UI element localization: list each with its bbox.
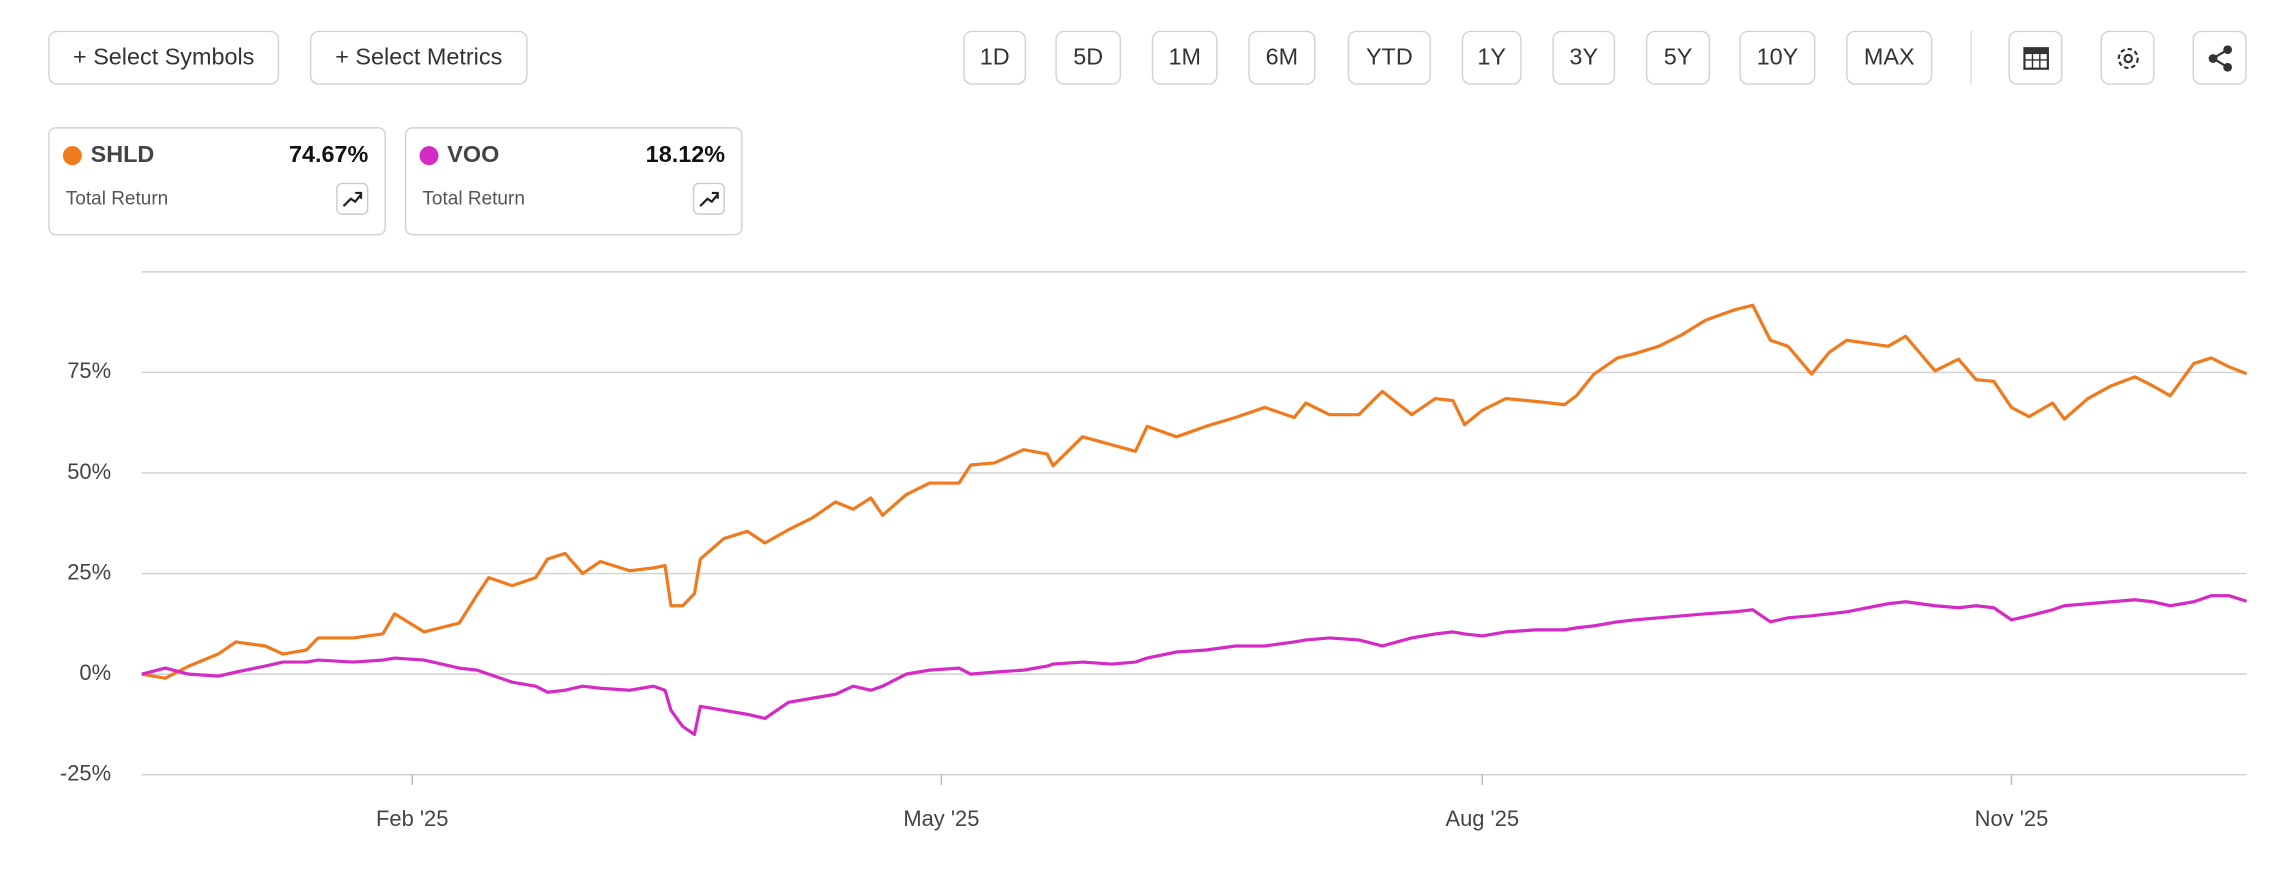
range-button[interactable]: 3Y (1552, 30, 1616, 85)
series-line (141, 594, 2248, 737)
y-tick-label: -25% (60, 760, 111, 785)
chart-toggle[interactable] (692, 182, 726, 215)
trend-icon (699, 191, 719, 207)
x-tick-label: Nov '25 (1975, 806, 2049, 831)
legend-swatch (62, 146, 82, 166)
metric-label: Total Return (422, 187, 525, 210)
range-button[interactable]: 1D (963, 30, 1027, 85)
trend-icon (342, 191, 363, 207)
y-tick-label: 50% (67, 459, 111, 484)
select-metrics-button[interactable]: + Select Metrics (309, 30, 528, 85)
series-line (141, 303, 2248, 680)
metric-label: Total Return (65, 187, 169, 210)
table-icon (2022, 46, 2049, 70)
settings-icon (2116, 47, 2139, 69)
table-button[interactable] (2008, 30, 2063, 85)
legend-name: VOO (447, 143, 500, 169)
chart-toggle[interactable] (336, 182, 369, 215)
range-button[interactable]: 1Y (1461, 30, 1522, 85)
y-tick-label: 0% (79, 660, 111, 685)
legend-card[interactable]: VOO 18.12% Total Return (404, 127, 743, 236)
range-button[interactable]: 5D (1055, 30, 1122, 85)
y-tick-label: 25% (67, 559, 111, 584)
range-button[interactable]: 10Y (1739, 30, 1816, 85)
legend-name: SHLD (90, 143, 155, 169)
range-button[interactable]: 1M (1151, 30, 1218, 85)
share-icon (2207, 44, 2232, 71)
total-return-value: 18.12% (645, 143, 726, 169)
range-button[interactable]: 6M (1248, 30, 1316, 85)
y-tick-label: 75% (67, 358, 111, 383)
range-button[interactable]: YTD (1347, 30, 1432, 85)
legend-swatch (419, 146, 439, 166)
x-tick-label: May '25 (903, 806, 979, 831)
x-tick-label: Feb '25 (376, 806, 448, 831)
settings-button[interactable] (2100, 30, 2155, 85)
total-return-value: 74.67% (289, 143, 369, 169)
legend-card[interactable]: SHLD 74.67% Total Return (48, 127, 386, 236)
select-symbols-button[interactable]: + Select Symbols (48, 30, 280, 85)
separator (1970, 30, 1972, 85)
range-button[interactable]: 5Y (1645, 30, 1711, 85)
range-button[interactable]: MAX (1846, 30, 1933, 85)
share-button[interactable] (2192, 30, 2247, 85)
x-tick-label: Aug '25 (1445, 806, 1519, 831)
